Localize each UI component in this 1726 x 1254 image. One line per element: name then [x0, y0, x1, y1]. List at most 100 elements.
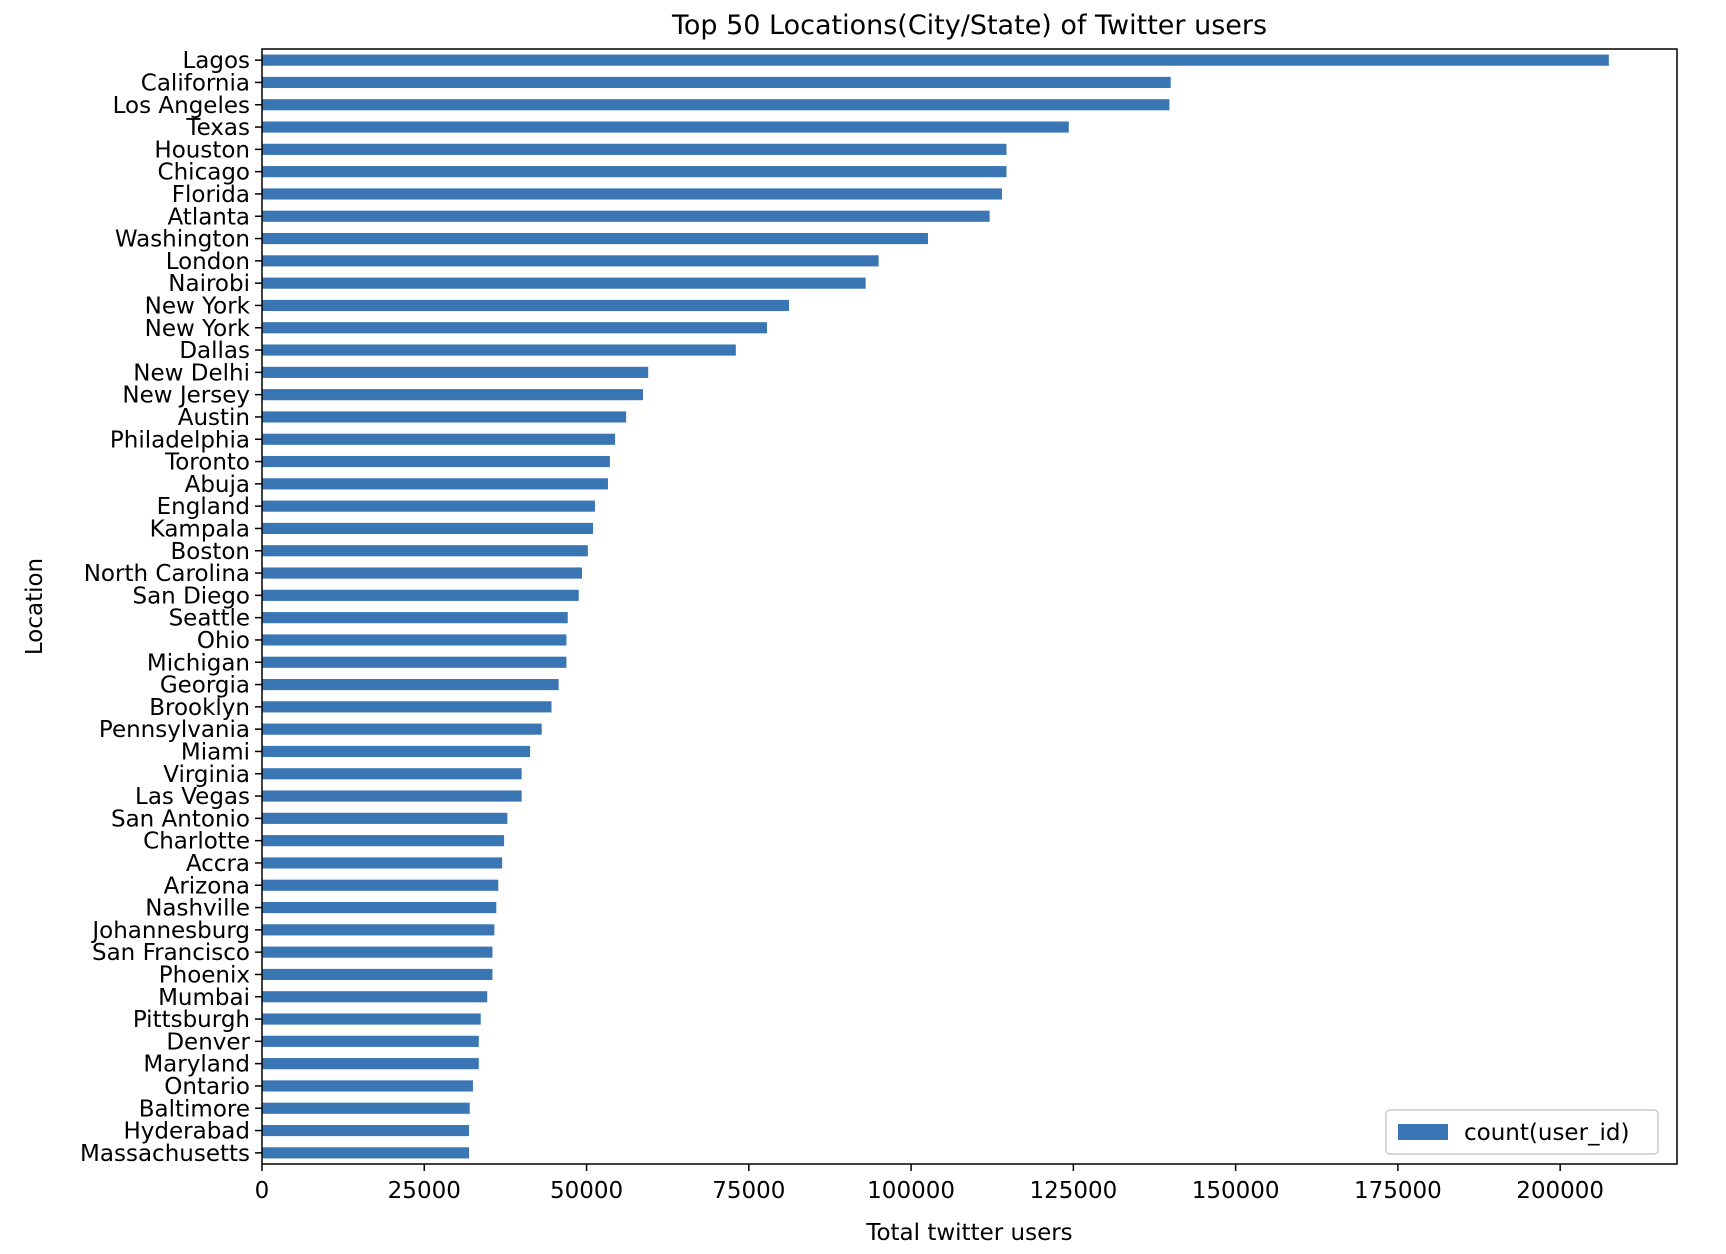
y-tick-label: Kampala	[150, 516, 250, 542]
legend-label: count(user_id)	[1464, 1120, 1630, 1146]
bar-6	[262, 166, 1007, 178]
y-tick-label: New Delhi	[133, 360, 250, 386]
bar-3	[262, 99, 1170, 111]
bar-49	[262, 1124, 470, 1137]
bars-group	[262, 54, 1609, 1159]
bar-11	[262, 277, 866, 289]
bar-16	[262, 389, 644, 401]
bar-8	[262, 210, 990, 222]
x-tick-label: 150000	[1192, 1178, 1280, 1204]
y-tick-label: Texas	[185, 115, 250, 141]
bar-13	[262, 322, 767, 334]
bar-40	[262, 924, 495, 936]
bar-37	[262, 857, 503, 869]
y-tick-label: Atlanta	[167, 204, 250, 230]
y-tick-label: Maryland	[143, 1052, 250, 1078]
y-tick-label: San Diego	[132, 583, 250, 609]
y-tick-label: Virginia	[163, 762, 250, 788]
chart-title: Top 50 Locations(City/State) of Twitter …	[671, 10, 1267, 41]
y-tick-label: San Antonio	[111, 806, 250, 832]
y-tick-label: Las Vegas	[135, 784, 250, 810]
y-tick-label: Georgia	[160, 673, 250, 699]
bar-22	[262, 522, 594, 535]
y-tick-label: Dallas	[179, 338, 250, 364]
y-tick-label: Austin	[178, 405, 250, 431]
x-tick-label: 75000	[712, 1178, 785, 1204]
bar-19	[262, 455, 610, 468]
y-tick-label: Nashville	[145, 896, 250, 922]
y-tick-label: Baltimore	[139, 1096, 250, 1122]
bar-1	[262, 54, 1609, 66]
bar-12	[262, 299, 790, 312]
bar-2	[262, 76, 1171, 89]
y-tick-label: Mumbai	[158, 985, 250, 1011]
y-tick-label: Ontario	[164, 1074, 250, 1100]
y-tick-label: Chicago	[158, 160, 250, 186]
bar-43	[262, 991, 488, 1003]
y-tick-label: New York	[145, 293, 251, 319]
bar-50	[262, 1147, 470, 1159]
y-tick-label: Hyderabad	[124, 1119, 251, 1145]
y-tick-label: Boston	[170, 539, 250, 565]
y-tick-label: Lagos	[182, 48, 250, 74]
y-tick-label: North Carolina	[84, 561, 250, 587]
bar-46	[262, 1058, 479, 1070]
x-tick-label: 125000	[1029, 1178, 1117, 1204]
legend: count(user_id)	[1385, 1109, 1659, 1155]
bar-20	[262, 478, 608, 490]
y-tick-label: Seattle	[169, 606, 250, 632]
y-tick-label: Toronto	[164, 450, 250, 476]
y-tick-label: Phoenix	[159, 962, 250, 988]
bar-32	[262, 745, 531, 758]
legend-box	[1385, 1109, 1659, 1155]
y-tick-label: Florida	[172, 182, 250, 208]
y-axis-label: Location	[22, 558, 48, 655]
y-tick-label: Miami	[181, 739, 250, 765]
y-tick-label: Abuja	[185, 472, 250, 498]
bar-34	[262, 790, 522, 802]
y-tick-label: Massachusetts	[80, 1141, 250, 1167]
y-tick-label: Houston	[154, 137, 250, 163]
x-tick-label: 0	[255, 1178, 270, 1204]
bar-45	[262, 1035, 479, 1047]
y-tick-label: London	[166, 249, 250, 275]
bar-28	[262, 656, 567, 668]
bar-38	[262, 879, 499, 891]
bar-5	[262, 143, 1007, 155]
x-axis-ticks: 0 25000 50000 75000 100000 125000 150000 175000…	[255, 1164, 1604, 1204]
y-tick-label: Nairobi	[168, 271, 250, 297]
y-tick-label: Denver	[166, 1029, 250, 1055]
y-tick-label: Pittsburgh	[133, 1007, 250, 1033]
y-tick-label: Accra	[186, 851, 250, 877]
y-tick-label: Brooklyn	[149, 695, 250, 721]
bar-25	[262, 589, 579, 601]
y-tick-label: Ohio	[197, 628, 250, 654]
bar-26	[262, 612, 568, 624]
bar-35	[262, 812, 508, 824]
x-tick-label: 25000	[388, 1178, 461, 1204]
y-tick-label: Charlotte	[143, 829, 250, 855]
bar-4	[262, 121, 1069, 133]
y-tick-label: Washington	[115, 227, 250, 253]
bar-15	[262, 366, 649, 378]
y-tick-label: California	[141, 70, 250, 96]
bar-36	[262, 835, 505, 847]
bar-41	[262, 946, 493, 958]
bar-23	[262, 545, 588, 557]
x-tick-label: 50000	[550, 1178, 623, 1204]
bar-14	[262, 344, 736, 356]
y-tick-label: Philadelphia	[110, 427, 250, 453]
x-tick-label: 175000	[1354, 1178, 1442, 1204]
plot-frame	[261, 48, 1678, 1165]
x-tick-label: 100000	[867, 1178, 955, 1204]
y-tick-label: New York	[145, 316, 251, 342]
y-tick-label: Johannesburg	[90, 918, 250, 944]
bar-44	[262, 1013, 481, 1025]
y-tick-label: Los Angeles	[113, 93, 250, 119]
bar-18	[262, 433, 616, 445]
y-tick-label: Arizona	[164, 873, 250, 899]
x-tick-label: 200000	[1516, 1178, 1604, 1204]
bar-33	[262, 768, 522, 780]
